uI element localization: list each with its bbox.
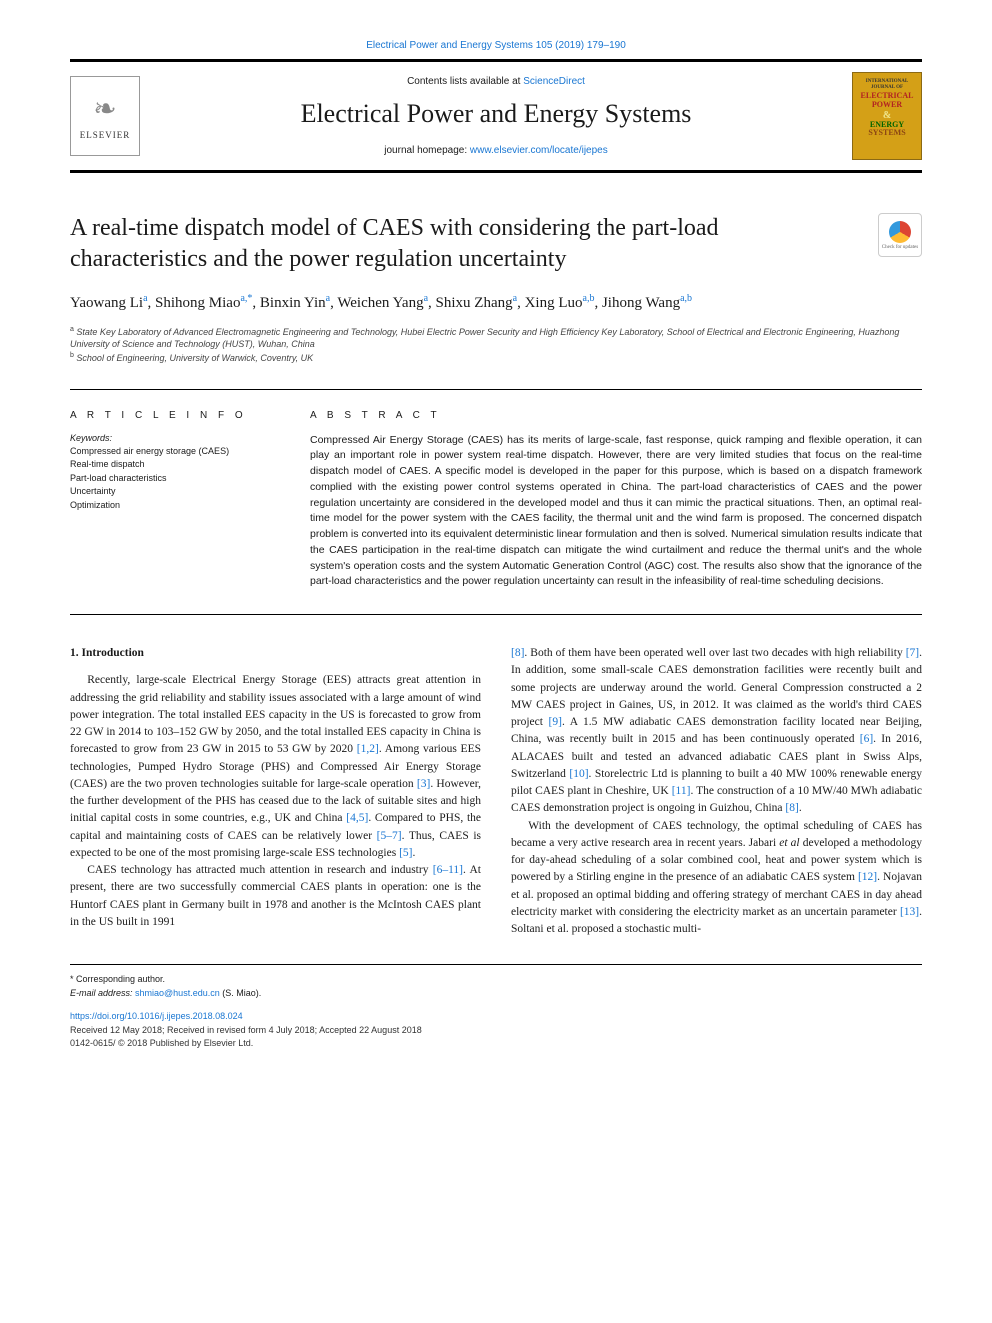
abstract-text: Compressed Air Energy Storage (CAES) has…	[310, 433, 922, 591]
abstract-col: A B S T R A C T Compressed Air Energy St…	[310, 410, 922, 591]
article-info-heading: A R T I C L E I N F O	[70, 410, 270, 421]
body-text: CAES technology has attracted much atten…	[87, 864, 432, 876]
cover-ampersand: &	[883, 110, 891, 121]
article-front-matter: A real-time dispatch model of CAES with …	[70, 213, 922, 365]
citation-link[interactable]: [9]	[549, 716, 562, 728]
affiliations: a State Key Laboratory of Advanced Elect…	[70, 325, 922, 365]
keywords-list: Compressed air energy storage (CAES) Rea…	[70, 445, 270, 513]
author-aff-sup: a	[424, 293, 428, 304]
author-aff-sup: a	[513, 293, 517, 304]
aff-text: State Key Laboratory of Advanced Electro…	[70, 327, 899, 350]
check-for-updates-badge[interactable]: Check for updates	[878, 213, 922, 257]
body-paragraph: [8]. Both of them have been operated wel…	[511, 645, 922, 818]
email-suffix: (S. Miao).	[220, 988, 262, 998]
author-aff-sup: a,b	[583, 293, 595, 304]
author: Shihong Miao	[155, 295, 240, 311]
author: Binxin Yin	[260, 295, 326, 311]
author: Jihong Wang	[602, 295, 680, 311]
citation-link[interactable]: [13]	[900, 906, 919, 918]
authors-list: Yaowang Lia, Shihong Miaoa,*, Binxin Yin…	[70, 291, 922, 315]
citation-link[interactable]: [7]	[906, 647, 919, 659]
elsevier-tree-icon: ❧	[93, 92, 116, 126]
homepage-line: journal homepage: www.elsevier.com/locat…	[156, 145, 836, 156]
elsevier-logo: ❧ ELSEVIER	[70, 76, 140, 156]
email-line: E-mail address: shmiao@hust.edu.cn (S. M…	[70, 987, 922, 1001]
aff-label: a	[70, 326, 74, 333]
contents-lists-line: Contents lists available at ScienceDirec…	[156, 76, 836, 87]
body-col-left: 1. Introduction Recently, large-scale El…	[70, 645, 481, 938]
article-history-dates: Received 12 May 2018; Received in revise…	[70, 1024, 922, 1038]
citation-link[interactable]: [12]	[858, 871, 877, 883]
cover-line-3: POWER	[872, 101, 902, 110]
citation-link[interactable]: [6]	[860, 733, 873, 745]
issn-copyright: 0142-0615/ © 2018 Published by Elsevier …	[70, 1037, 922, 1051]
crossmark-icon	[889, 221, 911, 243]
cover-line-5: SYSTEMS	[868, 129, 905, 138]
contents-prefix: Contents lists available at	[407, 76, 523, 87]
body-text: . Both of them have been operated well o…	[524, 647, 905, 659]
header-center: Contents lists available at ScienceDirec…	[156, 76, 836, 156]
citation-link[interactable]: [6–11]	[433, 864, 463, 876]
article-title: A real-time dispatch model of CAES with …	[70, 213, 858, 275]
citation-link[interactable]: [10]	[569, 768, 588, 780]
body-paragraph: CAES technology has attracted much atten…	[70, 862, 481, 931]
citation-link[interactable]: [8]	[511, 647, 524, 659]
aff-label: b	[70, 352, 74, 359]
citation-link[interactable]: [1,2]	[357, 743, 379, 755]
citation-link[interactable]: [4,5]	[346, 812, 368, 824]
author-aff-sup: a	[143, 293, 147, 304]
author-aff-sup: a	[326, 293, 330, 304]
abstract-heading: A B S T R A C T	[310, 410, 922, 421]
keywords-label: Keywords:	[70, 433, 270, 443]
cover-line-1: INTERNATIONAL JOURNAL OF	[855, 79, 919, 90]
doi-link[interactable]: https://doi.org/10.1016/j.ijepes.2018.08…	[70, 1010, 922, 1024]
citation-link[interactable]: [3]	[417, 778, 430, 790]
journal-header: ❧ ELSEVIER Contents lists available at S…	[70, 59, 922, 173]
citation-link[interactable]: [11]	[672, 785, 691, 797]
email-address-link[interactable]: shmiao@hust.edu.cn	[135, 988, 220, 998]
page-footer: * Corresponding author. E-mail address: …	[70, 964, 922, 1051]
author: Weichen Yang	[337, 295, 423, 311]
body-columns: 1. Introduction Recently, large-scale El…	[70, 645, 922, 938]
italic-text: et al	[779, 837, 799, 849]
journal-cover-thumbnail: INTERNATIONAL JOURNAL OF ELECTRICAL POWE…	[852, 72, 922, 160]
keyword: Compressed air energy storage (CAES)	[70, 445, 270, 459]
aff-text: School of Engineering, University of War…	[76, 353, 313, 363]
keyword: Optimization	[70, 499, 270, 513]
citation-link[interactable]: [5–7]	[377, 830, 402, 842]
homepage-prefix: journal homepage:	[384, 145, 470, 156]
body-text: .	[412, 847, 415, 859]
author-aff-sup: a,b	[680, 293, 692, 304]
affiliation: a State Key Laboratory of Advanced Elect…	[70, 325, 922, 351]
journal-name: Electrical Power and Energy Systems	[156, 99, 836, 129]
section-heading: 1. Introduction	[70, 645, 481, 662]
journal-homepage-link[interactable]: www.elsevier.com/locate/ijepes	[470, 145, 608, 156]
keyword: Uncertainty	[70, 485, 270, 499]
body-paragraph: Recently, large-scale Electrical Energy …	[70, 672, 481, 862]
running-head: Electrical Power and Energy Systems 105 …	[70, 40, 922, 51]
citation-link[interactable]: [8]	[785, 802, 798, 814]
author: Xing Luo	[525, 295, 583, 311]
keyword: Real-time dispatch	[70, 458, 270, 472]
email-label: E-mail address:	[70, 988, 135, 998]
body-text: .	[799, 802, 802, 814]
author-aff-sup: a,*	[240, 293, 252, 304]
citation-link[interactable]: [5]	[399, 847, 412, 859]
affiliation: b School of Engineering, University of W…	[70, 351, 922, 365]
author: Shixu Zhang	[436, 295, 513, 311]
check-updates-label: Check for updates	[882, 245, 918, 250]
article-info-col: A R T I C L E I N F O Keywords: Compress…	[70, 410, 270, 591]
body-paragraph: With the development of CAES technology,…	[511, 818, 922, 939]
author: Yaowang Li	[70, 295, 143, 311]
body-col-right: [8]. Both of them have been operated wel…	[511, 645, 922, 938]
corresponding-author-note: * Corresponding author.	[70, 973, 922, 987]
publisher-name: ELSEVIER	[80, 130, 131, 140]
sciencedirect-link[interactable]: ScienceDirect	[523, 76, 585, 87]
keyword: Part-load characteristics	[70, 472, 270, 486]
info-abstract-block: A R T I C L E I N F O Keywords: Compress…	[70, 389, 922, 616]
